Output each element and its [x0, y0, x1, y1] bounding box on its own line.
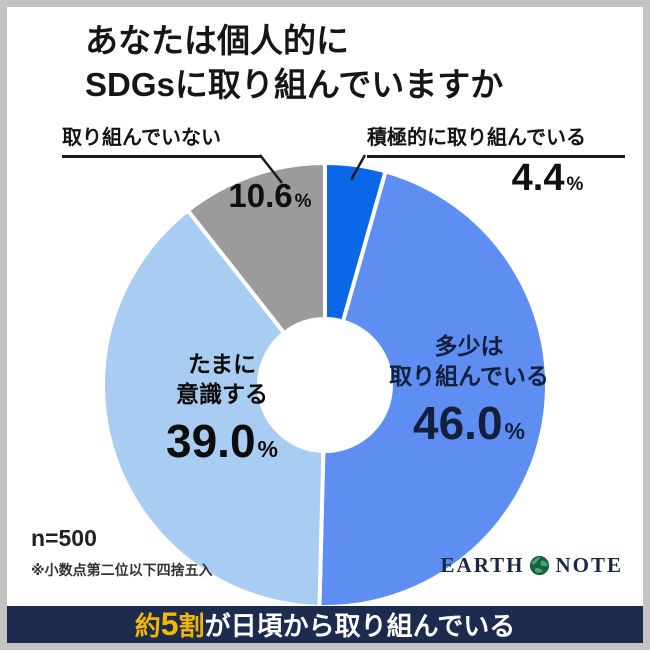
value-somewhat-number: 46.0 [413, 396, 503, 449]
value-somewhat: 46.0% [359, 396, 579, 450]
value-sometimes-number: 39.0 [166, 414, 256, 467]
value-active: 4.4% [475, 157, 620, 200]
value-sometimes: 39.0% [117, 414, 327, 468]
value-active-number: 4.4 [511, 157, 565, 199]
sample-size: n=500 [31, 525, 97, 551]
banner-text: が日頃から取り組んでいる [204, 611, 516, 641]
brand-logo: EARTH NOTE [441, 553, 623, 578]
label-active-text: 積極的に取り組んでいる [367, 127, 586, 149]
value-somewhat-unit: % [504, 417, 525, 444]
banner-highlight-suffix: 割 [178, 611, 205, 641]
banner-highlight-number: 5 [160, 606, 179, 642]
page-title: あなたは個人的に SDGsに取り組んでいますか [85, 19, 503, 106]
title-line-2: SDGsに取り組んでいますか [85, 65, 504, 103]
label-sometimes-line-2: 意識する [176, 381, 268, 408]
label-not-engaged: 取り組んでいない [62, 121, 262, 158]
label-somewhat: 多少は 取り組んでいる 46.0% [359, 331, 579, 450]
label-sometimes-line-1: たまに [187, 351, 257, 377]
globe-icon [530, 555, 550, 576]
label-somewhat-line-2: 取り組んでいる [389, 363, 549, 390]
value-not-engaged-unit: % [294, 191, 312, 212]
brand-earth: EARTH [440, 553, 525, 577]
banner-highlight-prefix: 約 [134, 611, 161, 641]
chart-area: あなたは個人的に SDGsに取り組んでいますか 取り組んでいない 10.6% 積… [7, 7, 643, 643]
label-not-engaged-text: 取り組んでいない [62, 127, 221, 149]
label-active: 積極的に取り組んでいる [367, 121, 625, 158]
rounding-note: ※小数点第二位以下四捨五入 [31, 562, 213, 578]
value-sometimes-unit: % [257, 435, 278, 462]
label-sometimes: たまに 意識する 39.0% [117, 349, 327, 468]
label-somewhat-line-1: 多少は [434, 333, 504, 359]
summary-banner: 約 5 割が日頃から取り組んでいる [7, 606, 643, 643]
value-not-engaged: 10.6% [195, 177, 345, 215]
callout-line-active [349, 154, 367, 181]
value-active-unit: % [566, 174, 584, 195]
title-line-1: あなたは個人的に [85, 22, 349, 59]
value-not-engaged-number: 10.6 [228, 177, 293, 214]
brand-note: NOTE [555, 553, 623, 577]
